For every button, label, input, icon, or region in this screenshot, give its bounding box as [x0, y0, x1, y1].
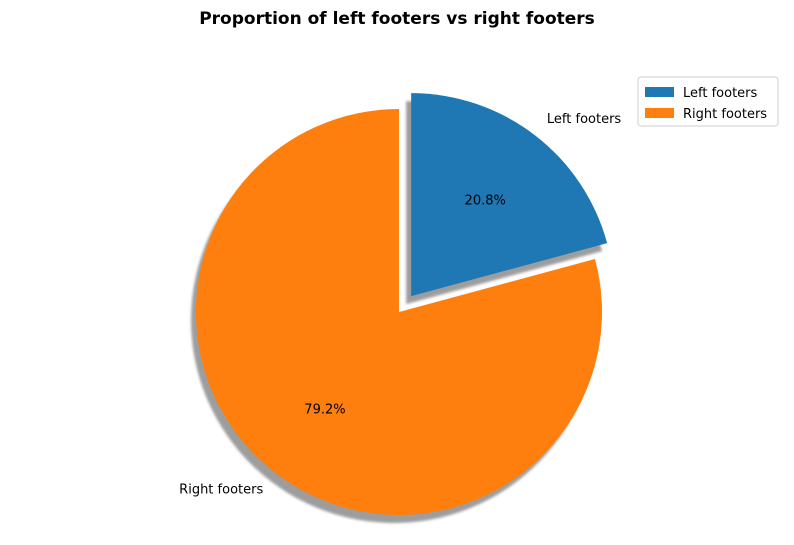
chart-title: Proportion of left footers vs right foot… [199, 9, 595, 29]
pie-slices [196, 93, 608, 515]
legend-swatch-right-footers [645, 108, 674, 118]
slice-left-footers [411, 93, 608, 297]
slice-right-footers [196, 109, 602, 515]
percent-label-left-footers: 20.8% [465, 193, 506, 208]
slice-label-right-footers: Right footers [179, 482, 263, 497]
slice-label-left-footers: Left footers [547, 112, 622, 127]
percent-label-right-footers: 79.2% [304, 403, 345, 418]
legend-label-right-footers: Right footers [683, 107, 767, 122]
legend-swatch-left-footers [645, 87, 674, 97]
legend-label-left-footers: Left footers [683, 86, 758, 101]
percent-labels: 20.8% 79.2% [304, 193, 506, 417]
slice-labels: Left footers Right footers [179, 112, 621, 497]
legend: Left footers Right footers [637, 76, 779, 127]
